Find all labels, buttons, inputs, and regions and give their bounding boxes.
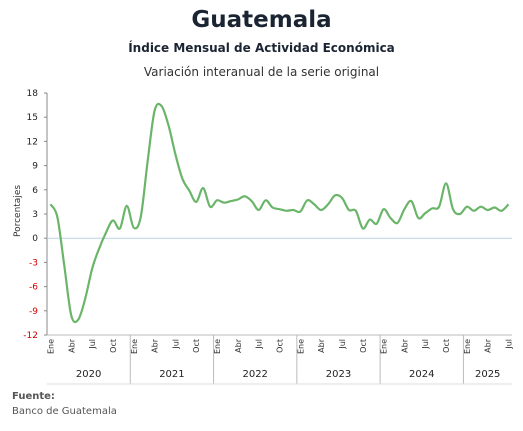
y-tick-label: 3	[32, 210, 38, 220]
chart-axes	[44, 92, 512, 385]
source-label: Fuente:	[12, 391, 55, 402]
x-tick-label: Abr	[67, 338, 76, 353]
x-tick-label: Jul	[171, 339, 180, 350]
x-tick-label: Abr	[151, 338, 160, 353]
x-tick-label: Jul	[338, 339, 347, 350]
x-tick-label: Abr	[317, 338, 326, 353]
x-tick-label: Oct	[109, 339, 118, 353]
chart-title: Guatemala	[191, 7, 332, 33]
y-tick-label: 15	[27, 113, 38, 123]
chart-subtitle: Índice Mensual de Actividad Económica	[128, 41, 395, 55]
y-tick-label: 6	[32, 186, 38, 196]
y-axis-label: Porcentajes	[13, 185, 23, 237]
x-tick-label: Ene	[130, 339, 139, 354]
x-tick-label: Abr	[234, 338, 243, 353]
x-tick-label: Oct	[359, 339, 368, 353]
x-tick-label: Ene	[213, 339, 222, 354]
y-tick-label: -12	[23, 331, 38, 341]
chart-subtitle-secondary: Variación interanual de la serie origina…	[143, 65, 380, 79]
x-tick-label: Jul	[505, 339, 514, 350]
series-line	[49, 102, 510, 324]
x-tick-label: Ene	[463, 339, 472, 354]
year-label: 2021	[159, 369, 184, 380]
y-tick-label: 12	[27, 137, 38, 147]
x-tick-label: Abr	[484, 338, 493, 353]
year-label: 2024	[409, 369, 434, 380]
chart-series	[49, 102, 510, 324]
x-tick-label: Ene	[296, 339, 305, 354]
x-axis-tick-labels: Ene Abr Jul Oct Ene Abr Jul Oct Ene Abr Jul Oct Ene A…	[46, 338, 513, 354]
source-text: Banco de Guatemala	[12, 406, 117, 417]
y-axis-tick-labels: 18 15 12 9 6 3 0 -3 -6 -9 -12	[23, 89, 38, 341]
year-label: 2020	[76, 369, 101, 380]
x-axis-year-labels: 2020 2021 2022 2023 2024 2025	[76, 369, 501, 380]
y-tick-label: 18	[27, 89, 39, 99]
y-tick-label: -3	[29, 258, 38, 268]
x-tick-label: Ene	[380, 339, 389, 354]
x-tick-label: Oct	[192, 339, 201, 353]
year-label: 2023	[326, 369, 351, 380]
x-tick-label: Ene	[46, 339, 55, 354]
y-tick-label: 9	[32, 162, 38, 172]
year-label: 2022	[242, 369, 267, 380]
y-tick-label: -6	[29, 283, 38, 293]
year-label: 2025	[475, 369, 500, 380]
y-tick-label: 0	[32, 234, 38, 244]
x-tick-label: Oct	[442, 339, 451, 353]
x-tick-label: Jul	[88, 339, 97, 350]
x-tick-label: Oct	[276, 339, 285, 353]
x-tick-label: Abr	[400, 338, 409, 353]
x-tick-label: Jul	[255, 339, 264, 350]
y-tick-label: -9	[29, 307, 38, 317]
x-tick-label: Jul	[421, 339, 430, 350]
